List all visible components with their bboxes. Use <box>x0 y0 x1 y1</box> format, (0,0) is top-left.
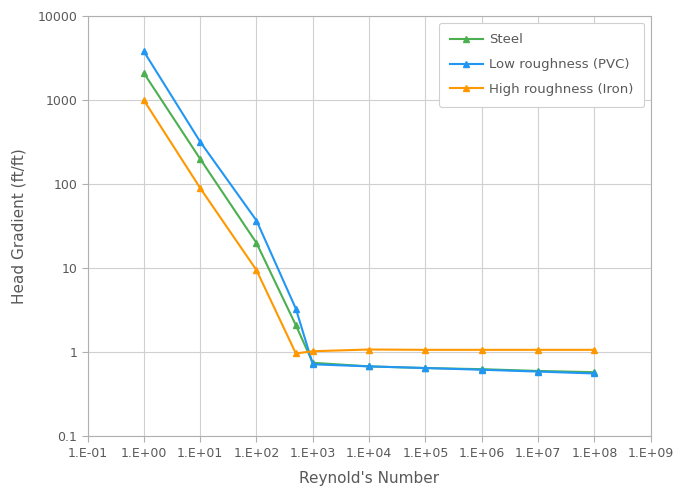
Steel <box>477 366 486 372</box>
High roughness (Iron) <box>421 347 429 353</box>
Steel <box>196 156 204 162</box>
Low roughness (PVC) <box>477 367 486 373</box>
High roughness (Iron) <box>365 346 373 352</box>
Steel <box>140 70 148 76</box>
Low roughness (PVC) <box>140 48 148 54</box>
Low roughness (PVC) <box>590 370 599 376</box>
Y-axis label: Head Gradient (ft/ft): Head Gradient (ft/ft) <box>11 149 26 304</box>
High roughness (Iron) <box>534 347 543 353</box>
High roughness (Iron) <box>196 185 204 191</box>
Legend: Steel, Low roughness (PVC), High roughness (Iron): Steel, Low roughness (PVC), High roughne… <box>439 23 644 106</box>
Low roughness (PVC) <box>534 369 543 375</box>
High roughness (Iron) <box>292 350 300 356</box>
High roughness (Iron) <box>309 348 317 354</box>
High roughness (Iron) <box>252 267 260 273</box>
X-axis label: Reynold's Number: Reynold's Number <box>299 471 439 486</box>
High roughness (Iron) <box>477 347 486 353</box>
High roughness (Iron) <box>140 97 148 103</box>
Steel <box>292 322 300 328</box>
Line: Low roughness (PVC): Low roughness (PVC) <box>141 49 597 376</box>
Steel <box>421 365 429 371</box>
Low roughness (PVC) <box>365 363 373 369</box>
Low roughness (PVC) <box>292 306 300 312</box>
Steel <box>534 368 543 374</box>
Steel <box>590 369 599 375</box>
Steel <box>365 363 373 369</box>
Low roughness (PVC) <box>421 365 429 371</box>
High roughness (Iron) <box>590 347 599 353</box>
Steel <box>309 360 317 366</box>
Low roughness (PVC) <box>309 361 317 367</box>
Line: Steel: Steel <box>141 70 597 375</box>
Low roughness (PVC) <box>252 218 260 224</box>
Low roughness (PVC) <box>196 139 204 145</box>
Line: High roughness (Iron): High roughness (Iron) <box>141 97 597 356</box>
Steel <box>252 240 260 246</box>
